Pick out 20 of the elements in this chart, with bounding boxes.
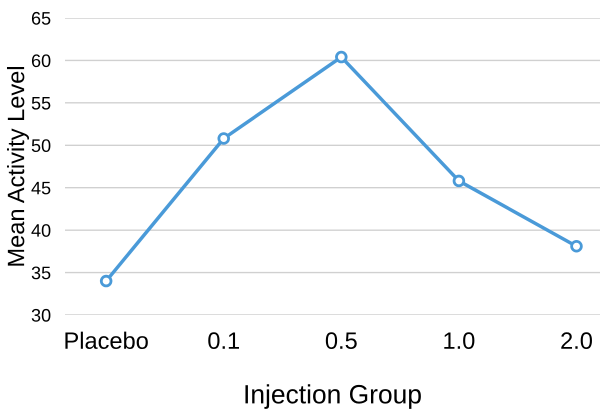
y-tick-label: 40: [31, 224, 50, 237]
y-tick-label: 45: [31, 182, 50, 194]
y-tick-label: 55: [32, 96, 50, 110]
point: [452, 174, 466, 188]
x-axis-title: Injection Group: [245, 384, 421, 409]
point: [570, 240, 583, 253]
y-tick-label: 30: [32, 308, 50, 322]
x-tick-label: Placebo: [65, 332, 148, 350]
y-axis-title: Mean Activity Level: [6, 67, 29, 266]
x-tick-label: 2.0: [561, 332, 592, 350]
point: [217, 132, 230, 145]
point: [100, 274, 112, 288]
x-tick-label: 0.5: [326, 332, 357, 350]
x-tick-label: 0.1: [208, 332, 239, 350]
point: [335, 50, 348, 64]
y-tick-label: 35: [32, 266, 50, 280]
x-tick-label: 1.0: [444, 332, 474, 350]
y-tick-label: 50: [32, 139, 50, 152]
y-tick-label: 60: [32, 54, 50, 68]
y-tick-label: 65: [32, 12, 50, 25]
